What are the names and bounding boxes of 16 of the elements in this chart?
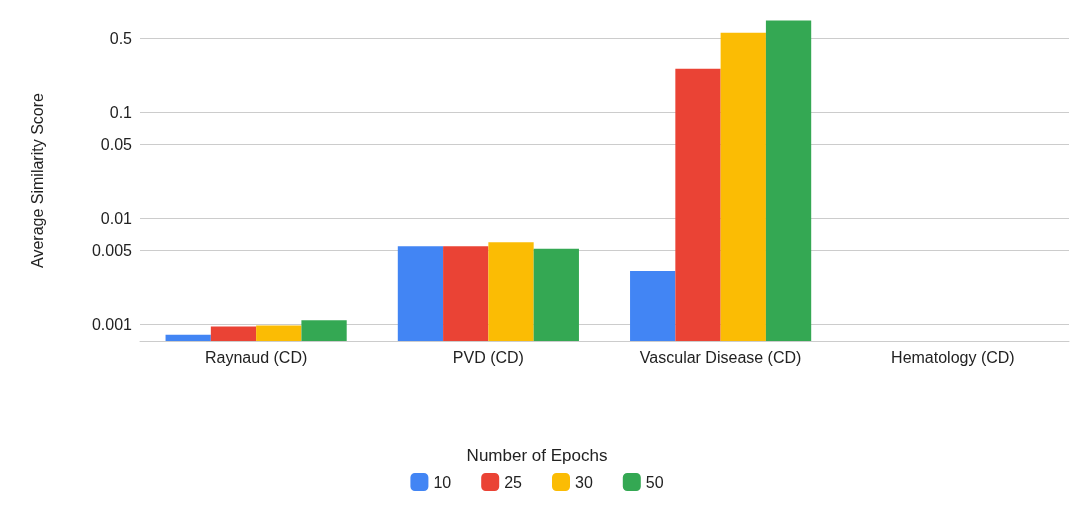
x-tick-label: Vascular Disease (CD)	[639, 348, 802, 366]
x-tick-label: PVD (CD)	[452, 348, 524, 366]
legend-title: Number of Epochs	[466, 446, 608, 465]
y-tick-label: 0.01	[100, 210, 133, 228]
x-tick-label: Hematology (CD)	[891, 348, 1015, 366]
legend-label: 25	[504, 473, 523, 491]
legend-label: 10	[433, 473, 452, 491]
y-tick-label: 0.05	[100, 136, 133, 154]
y-tick-label: 0.1	[109, 104, 133, 122]
y-tick-label: 0.5	[109, 30, 133, 48]
y-tick-label: 0.001	[91, 316, 133, 334]
y-tick-label: 0.005	[91, 242, 133, 260]
legend-label: 50	[645, 473, 664, 491]
y-axis-title: Average Similarity Score	[28, 92, 46, 268]
legend-label: 30	[575, 473, 593, 491]
x-tick-label: Raynaud (CD)	[204, 348, 308, 366]
